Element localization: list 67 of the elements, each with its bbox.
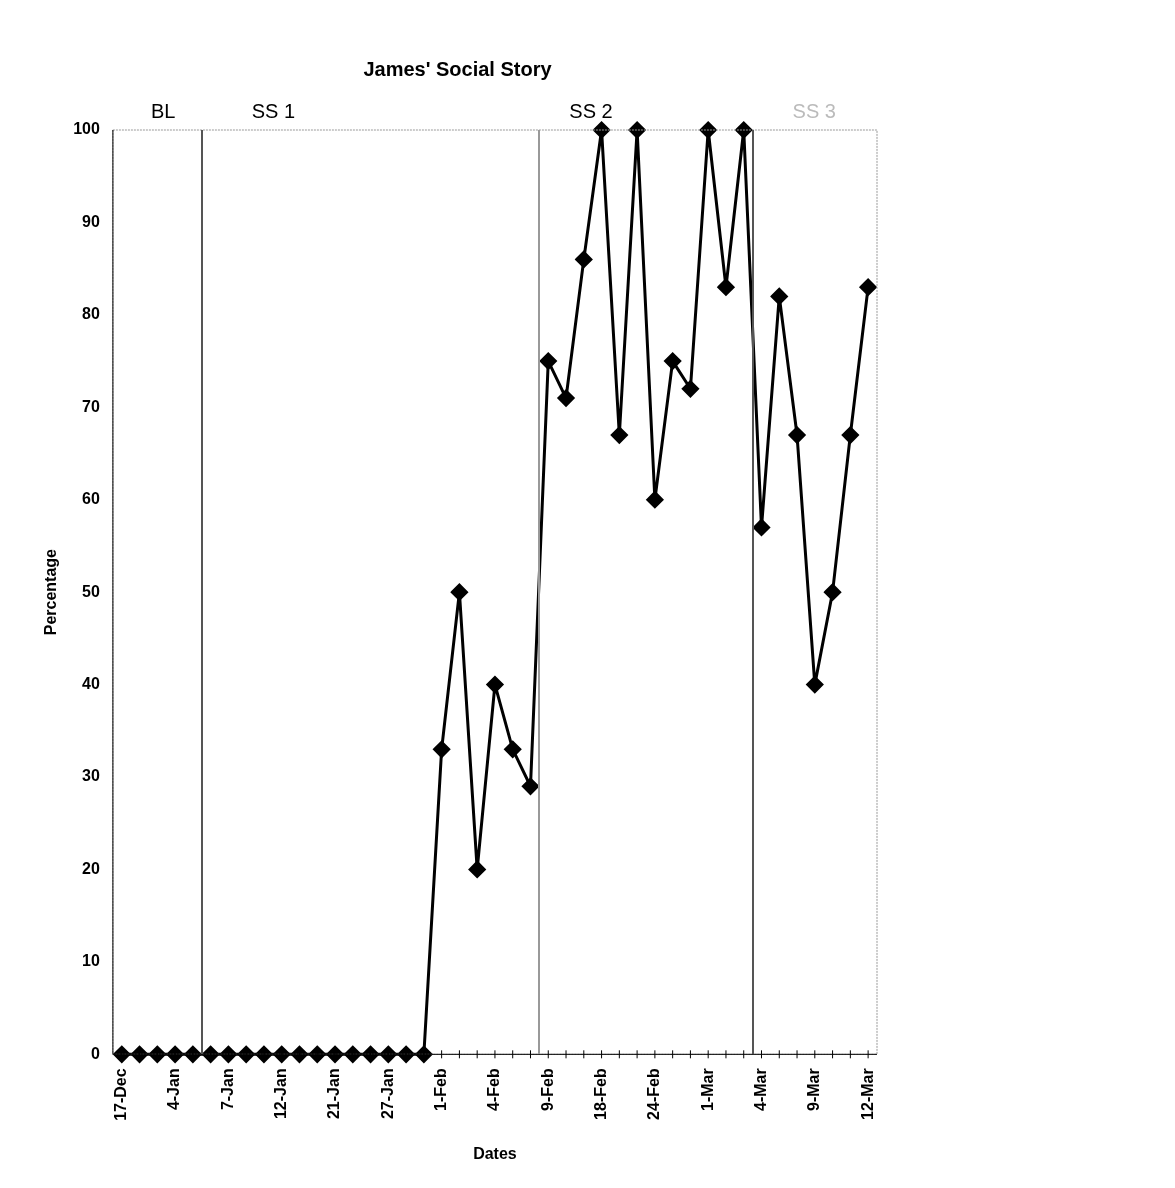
x-tick-label: 18-Feb xyxy=(591,1068,609,1120)
x-tick-label: 1-Feb xyxy=(432,1068,450,1111)
point xyxy=(486,676,504,694)
y-tick-label: 60 xyxy=(82,490,100,508)
y-tick-label: 80 xyxy=(82,305,100,323)
point xyxy=(237,1045,255,1063)
x-tick-label: 27-Jan xyxy=(378,1068,396,1120)
x-tick-label: 9-Mar xyxy=(805,1068,823,1112)
x-tick-label: 4-Mar xyxy=(751,1068,769,1112)
y-tick-label: 30 xyxy=(82,767,100,785)
y-tick-label: 40 xyxy=(82,675,100,692)
x-tick-label: 12-Jan xyxy=(272,1068,290,1120)
point xyxy=(131,1045,149,1063)
point xyxy=(450,583,468,601)
x-tick-label: 21-Jan xyxy=(325,1068,343,1120)
point xyxy=(788,426,806,444)
point xyxy=(646,491,664,509)
point xyxy=(824,583,842,601)
point xyxy=(841,426,859,444)
point xyxy=(770,287,788,305)
y-axis-title: Percentage xyxy=(42,548,60,636)
point xyxy=(468,860,486,878)
point xyxy=(273,1045,291,1063)
x-tick-label: 17-Dec xyxy=(112,1068,130,1121)
x-tick-label: 12-Mar xyxy=(858,1068,876,1120)
y-tick-label: 100 xyxy=(73,120,100,138)
x-tick-label: 4-Feb xyxy=(485,1068,503,1111)
point xyxy=(717,278,735,296)
x-tick-label: 9-Feb xyxy=(538,1068,556,1111)
point xyxy=(379,1045,397,1063)
point xyxy=(290,1045,308,1063)
y-tick-label: 0 xyxy=(90,1044,100,1062)
x-tick-label: 7-Jan xyxy=(218,1068,236,1111)
x-axis-title: Dates xyxy=(473,1144,517,1162)
y-tick-label: 70 xyxy=(82,397,100,415)
y-tick-label: 20 xyxy=(82,859,100,877)
y-tick-label: 90 xyxy=(82,212,100,230)
point xyxy=(433,740,451,758)
text: BL xyxy=(150,100,176,123)
point xyxy=(575,250,593,268)
point xyxy=(806,676,824,694)
point xyxy=(113,1045,131,1063)
point xyxy=(504,740,522,758)
text: SS 3 xyxy=(792,100,836,123)
point xyxy=(753,518,770,536)
point xyxy=(610,426,628,444)
point xyxy=(308,1045,326,1063)
point xyxy=(202,1045,220,1063)
point xyxy=(628,121,646,139)
y-tick-label: 10 xyxy=(82,952,100,970)
x-tick-label: 4-Jan xyxy=(165,1068,183,1111)
point xyxy=(344,1045,362,1063)
point xyxy=(362,1045,380,1063)
point xyxy=(664,352,682,370)
point xyxy=(539,352,557,370)
text: SS 1 xyxy=(251,100,296,123)
point xyxy=(557,389,575,407)
point xyxy=(859,278,877,296)
x-tick-label: 1-Mar xyxy=(698,1068,716,1112)
point xyxy=(521,777,539,795)
point xyxy=(681,380,699,398)
text: SS 2 xyxy=(569,100,613,123)
point xyxy=(148,1045,166,1063)
y-tick-label: 50 xyxy=(82,582,100,600)
chart-title: James' Social Story xyxy=(363,57,553,80)
point xyxy=(219,1045,237,1063)
x-tick-label: 24-Feb xyxy=(645,1068,663,1120)
